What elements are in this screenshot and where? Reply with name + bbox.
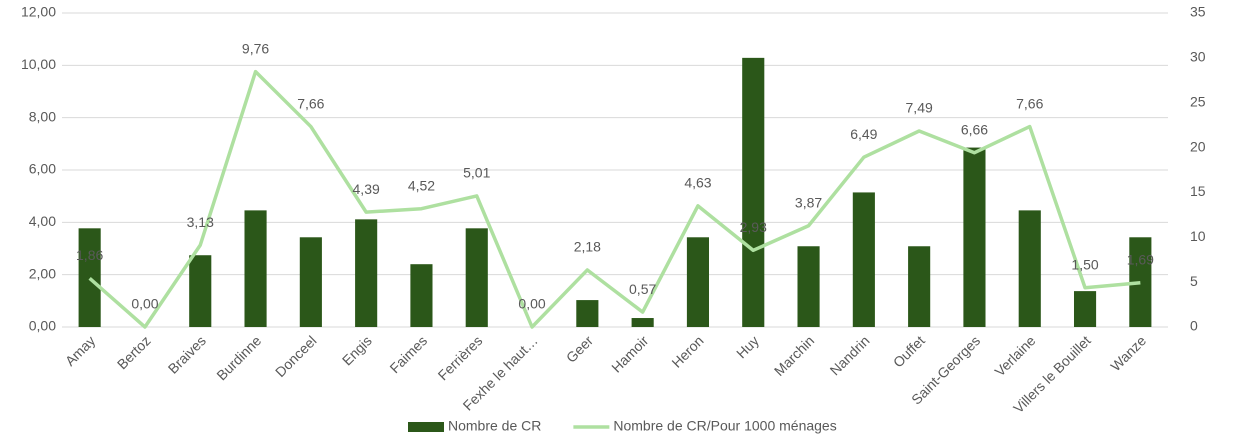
x-tick-label: Donceel xyxy=(272,332,320,380)
bar xyxy=(908,246,931,327)
bar xyxy=(189,255,212,327)
x-tick-label: Nandrin xyxy=(827,332,873,378)
x-tick-label: Ouffet xyxy=(890,332,928,370)
legend-swatch xyxy=(408,422,444,432)
bar xyxy=(1073,291,1097,327)
bar xyxy=(78,228,101,327)
data-label: 3,13 xyxy=(187,214,214,230)
bar xyxy=(631,318,654,327)
data-label: 6,66 xyxy=(961,121,988,137)
data-label: 7,66 xyxy=(297,95,324,111)
bar xyxy=(355,219,378,327)
x-tick-label: Burdinne xyxy=(213,332,264,383)
data-label: 7,49 xyxy=(906,100,933,116)
x-tick-label: Braives xyxy=(165,332,209,376)
bar xyxy=(299,237,322,327)
data-label: 1,69 xyxy=(1127,251,1154,267)
x-tick-label: Engis xyxy=(339,332,375,368)
y-tick-label: 6,00 xyxy=(29,161,56,177)
bar xyxy=(576,300,599,327)
y-tick-label: 12,00 xyxy=(21,4,56,20)
legend-label: Nombre de CR xyxy=(448,418,541,434)
x-tick-label: Bertoz xyxy=(114,332,154,372)
x-tick-label: Wanze xyxy=(1107,332,1149,374)
bar xyxy=(244,210,267,327)
y2-tick-label: 25 xyxy=(1190,93,1206,109)
data-label: 0,00 xyxy=(518,296,545,312)
x-tick-label: Verlaine xyxy=(991,332,1038,379)
y2-tick-label: 20 xyxy=(1190,138,1206,154)
data-label: 4,39 xyxy=(353,181,380,197)
bar xyxy=(465,228,488,327)
bar xyxy=(742,57,765,327)
data-label: 4,63 xyxy=(684,175,711,191)
data-label: 0,57 xyxy=(629,281,656,297)
data-label: 9,76 xyxy=(242,40,269,56)
bar xyxy=(797,246,820,327)
y2-tick-label: 15 xyxy=(1190,183,1206,199)
data-label: 2,18 xyxy=(574,239,601,255)
bar xyxy=(686,237,710,327)
x-tick-label: Faimes xyxy=(386,332,430,376)
y2-tick-label: 30 xyxy=(1190,49,1206,65)
y-tick-label: 10,00 xyxy=(21,56,56,72)
bar xyxy=(852,192,875,327)
y-tick-label: 4,00 xyxy=(29,213,56,229)
data-label: 0,00 xyxy=(131,296,158,312)
bar xyxy=(1018,210,1041,327)
x-tick-label: Huy xyxy=(733,332,762,361)
y2-tick-label: 0 xyxy=(1190,318,1198,334)
line xyxy=(88,69,1141,329)
data-label: 4,52 xyxy=(408,177,435,193)
y2-tick-label: 10 xyxy=(1190,228,1206,244)
x-tick-label: Hamoir xyxy=(608,332,651,375)
data-label: 1,86 xyxy=(76,247,103,263)
x-tick-label: Marchin xyxy=(771,332,818,379)
y2-tick-label: 35 xyxy=(1190,4,1206,20)
legend-label: Nombre de CR/Pour 1000 ménages xyxy=(613,418,836,434)
x-tick-label: Heron xyxy=(668,332,706,370)
x-tick-label: Ferrières xyxy=(435,332,486,383)
bar xyxy=(410,264,433,327)
bar xyxy=(963,147,986,327)
x-tick-label: Amay xyxy=(62,332,99,369)
data-label: 1,50 xyxy=(1071,256,1098,272)
y-tick-label: 0,00 xyxy=(29,318,56,334)
data-label: 7,66 xyxy=(1016,95,1043,111)
y2-tick-label: 5 xyxy=(1190,273,1198,289)
bar xyxy=(1129,237,1152,327)
data-label: 2,93 xyxy=(740,219,767,235)
data-label: 6,49 xyxy=(850,126,877,142)
x-tick-label: Geer xyxy=(563,332,597,366)
y-tick-label: 2,00 xyxy=(29,265,56,281)
data-label: 3,87 xyxy=(795,194,822,210)
data-label: 5,01 xyxy=(463,165,490,181)
y-tick-label: 8,00 xyxy=(29,108,56,124)
